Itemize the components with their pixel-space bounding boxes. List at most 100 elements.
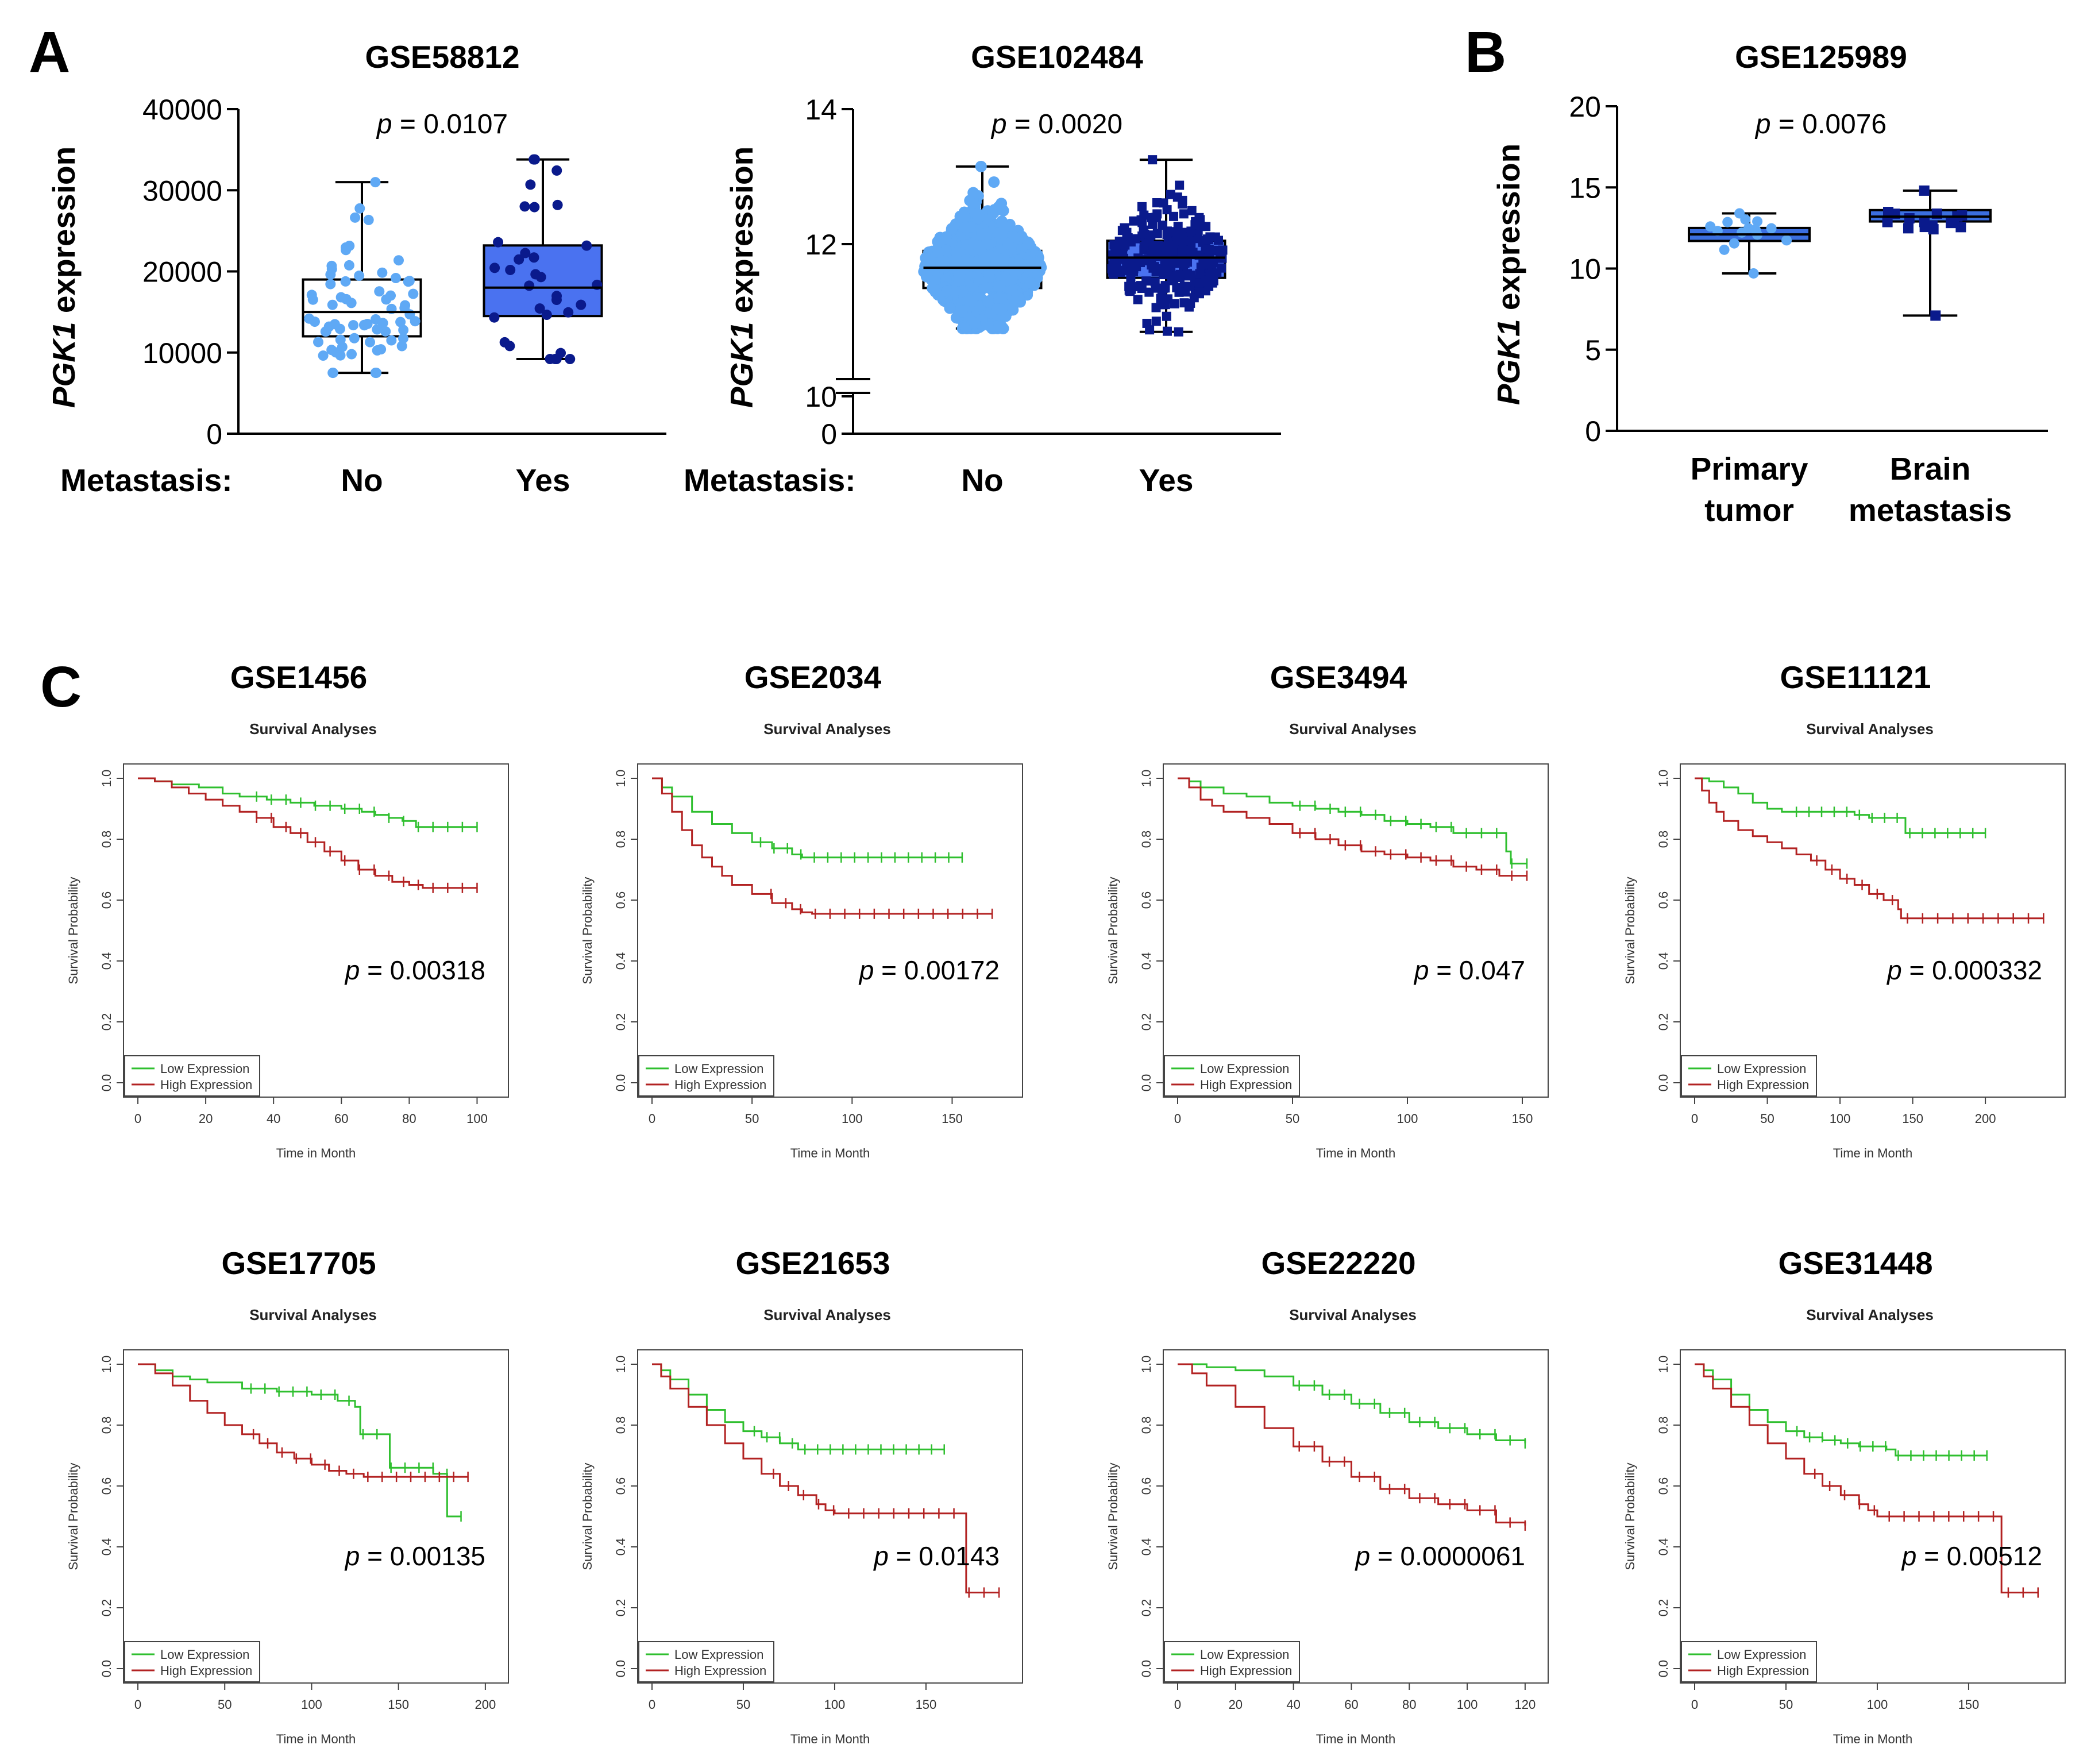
legend-box [638, 1641, 774, 1682]
data-point [1750, 225, 1761, 236]
data-point [1186, 271, 1195, 280]
data-point [1158, 241, 1168, 251]
data-point [329, 319, 340, 330]
x-tick-label: 60 [334, 1111, 348, 1126]
data-point [1163, 294, 1173, 304]
data-point [1204, 244, 1214, 254]
y-tick-label: 0.4 [1656, 1538, 1671, 1556]
y-axis-label: PGK1 expression [46, 146, 82, 408]
x-tick-label: 150 [388, 1697, 409, 1712]
box-no [918, 160, 1047, 334]
high-expression-curve [138, 1363, 468, 1478]
data-point [1217, 252, 1226, 261]
survival-title: GSE2034 [744, 659, 882, 695]
x-tick-label: 150 [916, 1697, 937, 1712]
metastasis-label: Metastasis: [60, 462, 233, 498]
data-point [344, 260, 354, 271]
data-point [1163, 226, 1172, 236]
data-point [1117, 226, 1127, 236]
y-tick-label: 0.0 [99, 1074, 114, 1092]
survival-subtitle: Survival Analyses [249, 720, 377, 738]
y-tick-label: 0.4 [99, 1538, 114, 1556]
p-value: = 0.0000061 [1370, 1541, 1525, 1571]
data-point [346, 298, 357, 308]
data-point [1176, 258, 1186, 268]
p-value: = 0.00172 [874, 955, 1000, 985]
y-axis-label: PGK1 expression [1491, 144, 1526, 405]
x-axis-label: Time in Month [1316, 1732, 1396, 1746]
legend-box [1164, 1641, 1300, 1682]
data-point [1144, 287, 1154, 297]
y-tick-label: 0.2 [1139, 1599, 1154, 1617]
data-point [1919, 217, 1930, 227]
data-point [1151, 267, 1161, 277]
data-point [1162, 311, 1171, 321]
box-primary-tumor [1688, 208, 1811, 279]
x-tick-label: 50 [1779, 1697, 1793, 1712]
metastasis-label: Metastasis: [684, 462, 856, 498]
category-label: Yes [1139, 462, 1194, 498]
data-point [1209, 276, 1218, 285]
legend-label: Low Expression [1717, 1647, 1806, 1662]
data-point [349, 333, 360, 343]
p-value-label: p = 0.0143 [873, 1541, 1000, 1571]
data-point [325, 279, 336, 290]
y-tick-label: 20000 [142, 256, 222, 288]
data-point [1737, 227, 1747, 238]
p-value-label: p = 0.00172 [858, 955, 1000, 985]
y-tick-label: 15 [1569, 172, 1601, 204]
data-point [983, 269, 995, 281]
y-axis-label: Survival Probability [66, 1462, 80, 1570]
survival-chart-c6: GSE21653 Survival Analyses 0.0 0.2 0.4 0.6 0.8… [580, 1245, 1023, 1746]
y-tick-label: 12 [805, 229, 837, 261]
data-point [1139, 242, 1149, 252]
high-expression-curve [1178, 1363, 1526, 1526]
p-symbol: p [858, 955, 874, 985]
y-tick-label: 0.8 [1139, 1416, 1154, 1434]
y-tick-label: 1.0 [1656, 1356, 1671, 1373]
x-tick-label: 50 [736, 1697, 750, 1712]
data-point [581, 240, 592, 251]
legend-label: High Expression [160, 1078, 252, 1092]
panel-letter-b: B [1465, 20, 1506, 84]
data-point [403, 276, 414, 287]
y-tick-label: 0.6 [1656, 1477, 1671, 1495]
box-chart-a2: GSE102484 p = 0.0020 0 10 12 14 PGK1 expressio… [684, 39, 1281, 498]
data-point [551, 165, 562, 176]
x-tick-label: 50 [218, 1697, 232, 1712]
p-symbol: p [1413, 955, 1429, 985]
data-point [1156, 294, 1166, 303]
legend-label: Low Expression [160, 1062, 249, 1076]
y-label-text: expression [46, 146, 82, 322]
x-tick-label: 0 [649, 1111, 655, 1126]
data-point [1882, 217, 1893, 227]
y-tick-label: 0 [206, 418, 222, 450]
data-point [365, 337, 376, 348]
y-tick-label: 1.0 [614, 1356, 628, 1373]
x-axis-label: Time in Month [1833, 1732, 1913, 1746]
y-tick-label: 0.6 [99, 891, 114, 909]
y-tick-label: 0.8 [99, 831, 114, 848]
category-label: Yes [516, 462, 570, 498]
data-point [950, 218, 962, 230]
legend-label: Low Expression [674, 1062, 763, 1076]
data-point [932, 246, 944, 258]
legend-label: Low Expression [160, 1647, 249, 1662]
y-tick-label: 0.6 [614, 891, 628, 909]
high-expression-curve [652, 1363, 1000, 1593]
x-tick-label: 100 [824, 1697, 846, 1712]
data-point [370, 177, 381, 188]
data-point [565, 354, 576, 365]
y-tick-label: 0.8 [99, 1416, 114, 1434]
y-tick-label: 0.6 [1656, 891, 1671, 909]
box-yes [1106, 155, 1228, 337]
data-point [393, 255, 404, 266]
y-axis-label: Survival Probability [1623, 877, 1637, 984]
y-tick-label: 0.4 [614, 1538, 628, 1556]
y-tick-label: 0.4 [614, 952, 628, 970]
x-tick-label: 200 [475, 1697, 496, 1712]
x-tick-label: 0 [1174, 1697, 1181, 1712]
p-symbol: p [376, 109, 392, 140]
y-axis-label: Survival Probability [66, 877, 80, 984]
